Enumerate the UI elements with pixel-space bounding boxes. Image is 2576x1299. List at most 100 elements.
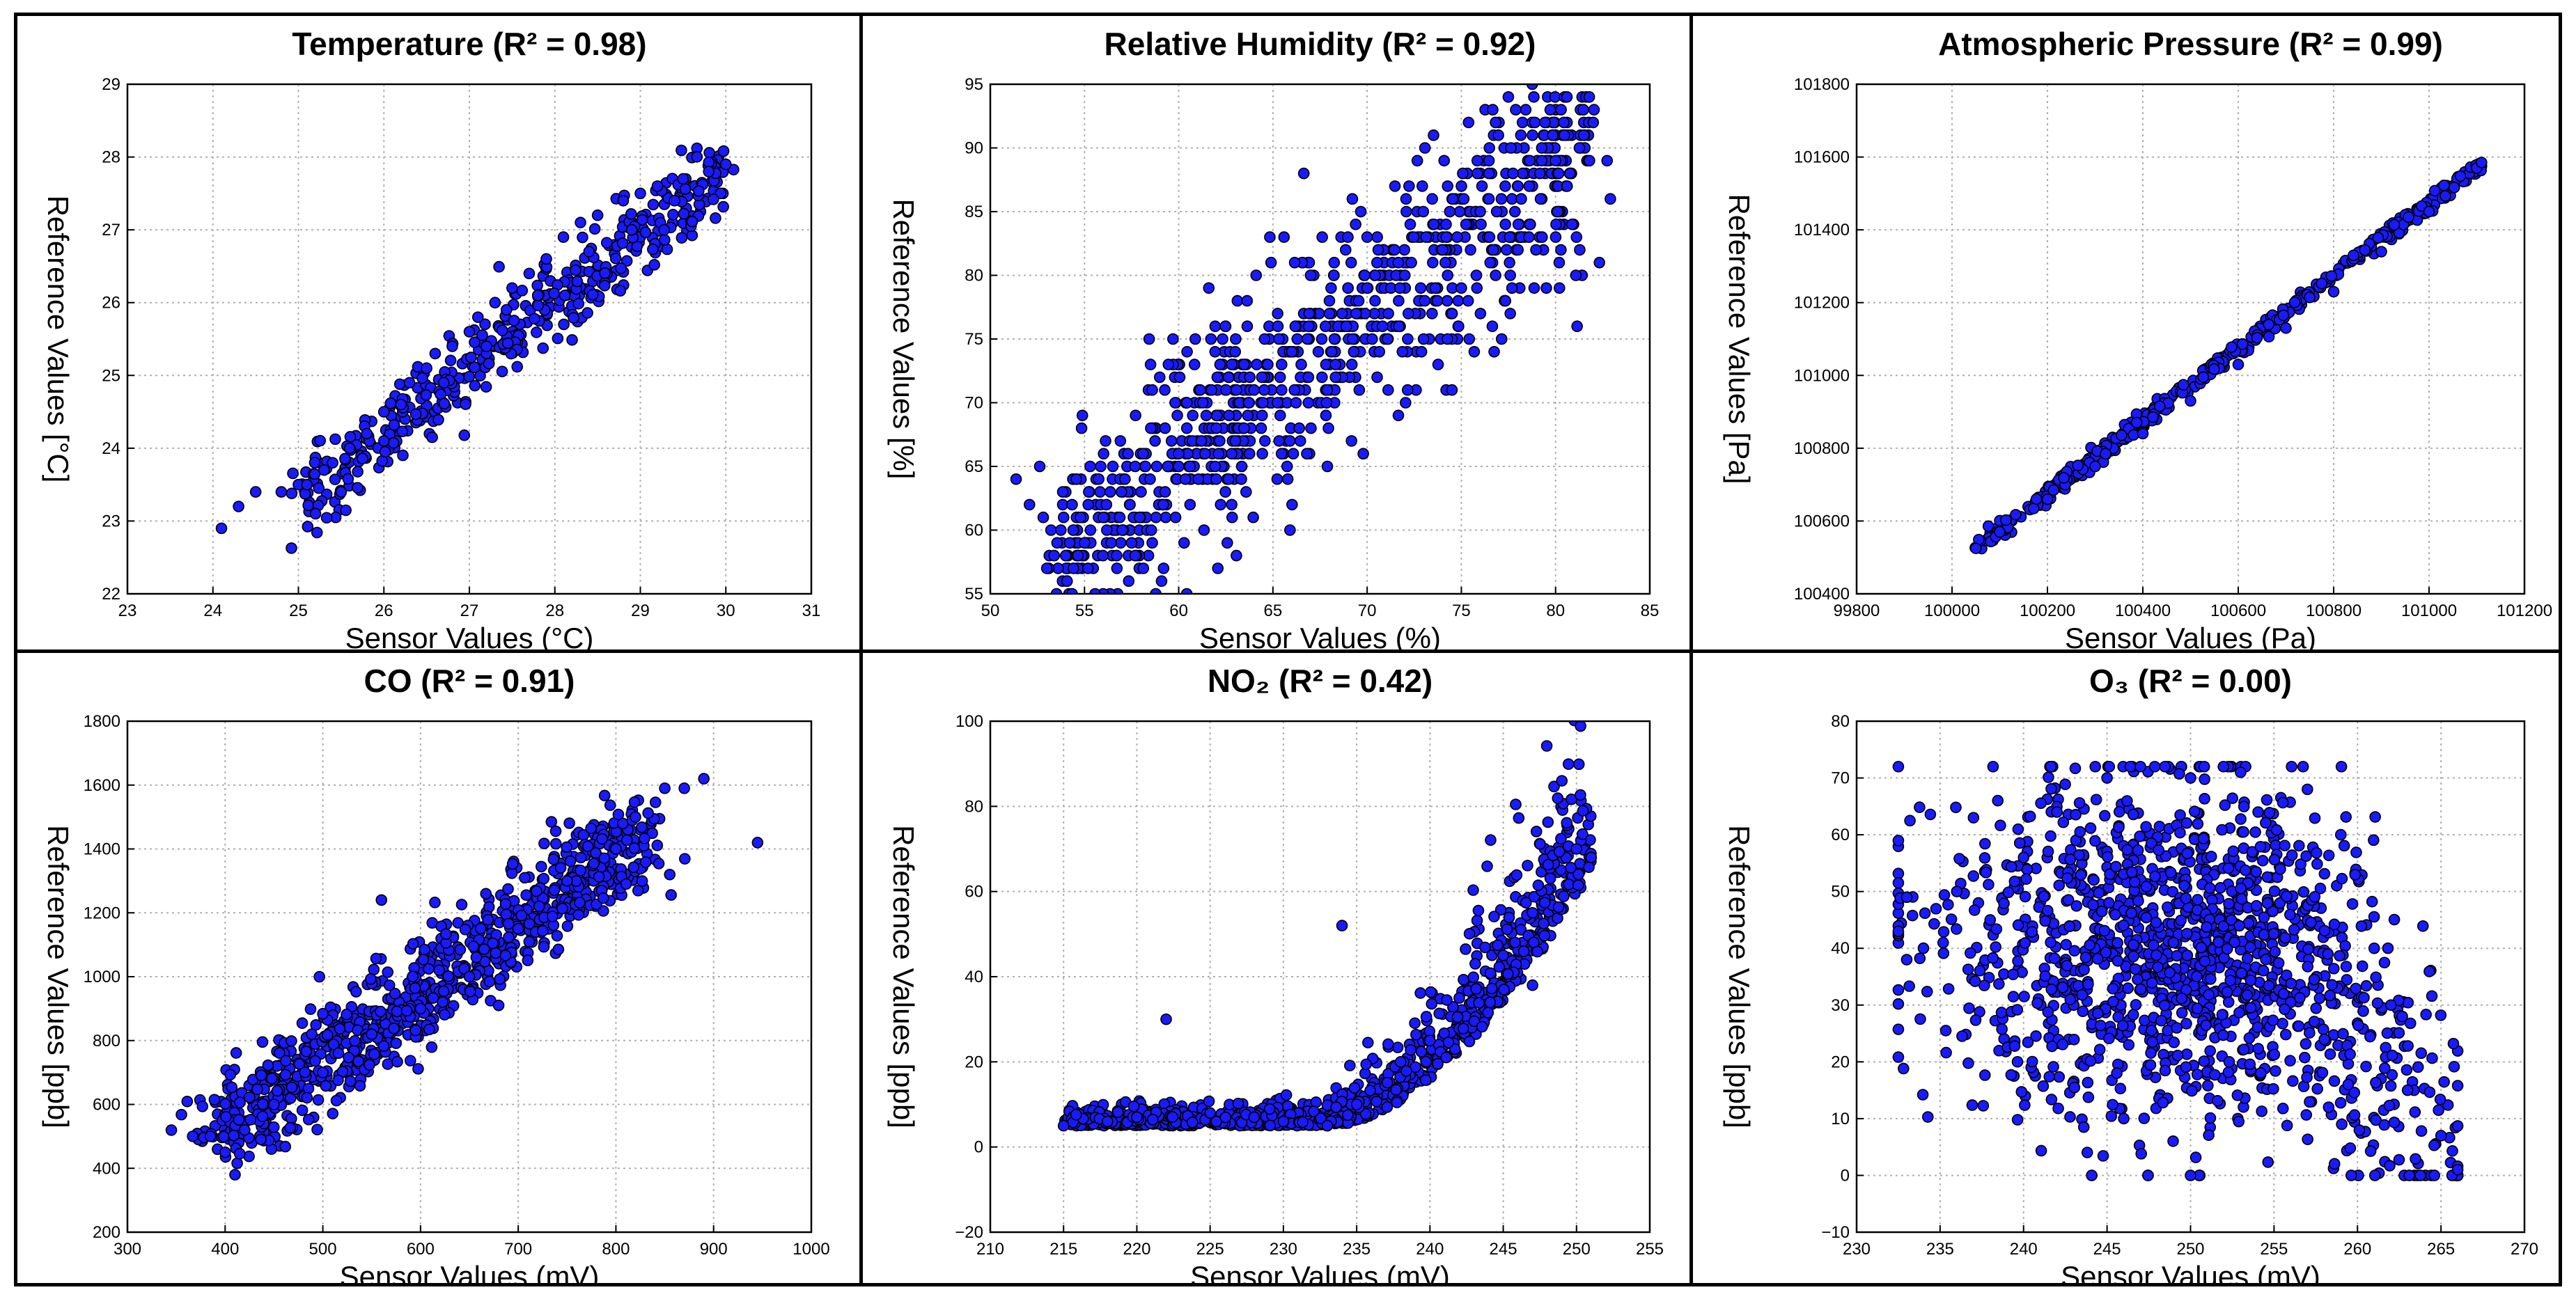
scatter-point (1515, 129, 1527, 141)
scatter-point (1381, 1076, 1394, 1089)
scatter-point (1414, 987, 1426, 999)
x-tick-label: 24 (203, 601, 222, 620)
chart-svg: NO₂ (R² = 0.42)210 215 220 225 230 235 240 245 2… (887, 663, 1664, 1283)
y-tick-label: 55 (965, 585, 983, 604)
scatter-points (165, 773, 764, 1181)
scatter-point (1553, 846, 1566, 858)
scatter-point (2197, 833, 2210, 844)
scatter-point (1231, 294, 1244, 307)
scatter-point (1562, 758, 1575, 770)
scatter-point (396, 425, 409, 438)
scatter-point (1914, 801, 1926, 813)
scatter-point (1276, 359, 1288, 370)
scatter-point (2417, 920, 2429, 932)
scatter-point (2082, 1091, 2095, 1103)
scatter-point (2012, 955, 2024, 967)
scatter-point (1056, 486, 1069, 498)
scatter-point (1272, 308, 1283, 320)
scatter-point (751, 837, 764, 849)
scatter-point (1471, 282, 1483, 294)
scatter-point (1534, 838, 1546, 850)
scatter-point (1951, 923, 1962, 935)
scatter-point (703, 166, 715, 178)
scatter-point (1548, 780, 1560, 793)
scatter-point (1517, 167, 1529, 180)
x-tick-label: 245 (1490, 1240, 1517, 1259)
scatter-point (329, 433, 341, 446)
y-tick-label: 24 (102, 439, 120, 458)
scatter-point (665, 889, 677, 901)
scatter-point (1350, 308, 1362, 320)
scatter-point (2045, 830, 2056, 842)
scatter-point (1229, 435, 1242, 447)
y-tick-label: 23 (102, 512, 120, 530)
scatter-point (470, 951, 483, 963)
scatter-point (1531, 945, 1543, 958)
scatter-point (1561, 817, 1573, 829)
scatter-point (1524, 155, 1536, 167)
scatter-point (1490, 205, 1503, 218)
scatter-point (1536, 231, 1548, 243)
scatter-point (1068, 562, 1079, 574)
scatter-point (639, 226, 652, 239)
scatter-point (2249, 826, 2261, 838)
y-tick-label: 25 (102, 366, 120, 385)
scatter-point (698, 773, 710, 785)
x-tick-label: 30 (717, 601, 735, 620)
scatter-point (600, 237, 613, 249)
scatter-point (1484, 996, 1497, 1009)
scatter-point (1502, 968, 1514, 980)
scatter-point (1346, 333, 1359, 345)
scatter-point (1978, 1069, 1991, 1081)
scatter-point (1484, 256, 1497, 269)
x-tick-label: 235 (1926, 1240, 1954, 1259)
scatter-point (416, 372, 428, 384)
chart-svg: Temperature (R² = 0.98)23 24 25 26 27 28 29 30 3… (42, 26, 820, 650)
scatter-point (651, 840, 664, 851)
scatter-point (1995, 1007, 2008, 1018)
scatter-point (1146, 384, 1158, 396)
y-tick-label: 75 (965, 330, 983, 349)
scatter-point (340, 504, 352, 517)
scatter-point (679, 853, 691, 865)
scatter-point (1316, 231, 1328, 243)
scatter-point (2277, 309, 2290, 322)
scatter-point (1119, 473, 1131, 485)
x-tick-label: 270 (2511, 1240, 2538, 1259)
scatter-point (1048, 549, 1061, 562)
scatter-point (2412, 1061, 2424, 1073)
scatter-point (1097, 549, 1109, 562)
scatter-point (1601, 155, 1614, 167)
scatter-point (1433, 1007, 1446, 1020)
scatter-point (676, 144, 687, 157)
scatter-point (1476, 180, 1488, 192)
scatter-point (1336, 920, 1348, 931)
scatter-point (287, 467, 299, 480)
scatter-point (1564, 167, 1576, 180)
scatter-point (625, 207, 637, 220)
scatter-point (1320, 397, 1333, 409)
scatter-point (1107, 460, 1119, 473)
scatter-point (1400, 397, 1412, 409)
scatter-point (1928, 918, 1940, 930)
scatter-point (244, 1114, 256, 1126)
scatter-point (382, 966, 394, 978)
pressure-panel: Atmospheric Pressure (R² = 0.99) 99800 100… (1693, 16, 2559, 650)
scatter-point (1414, 282, 1427, 294)
y-tick-label: 10 (1831, 1110, 1850, 1128)
scatter-point (532, 299, 544, 312)
scatter-point (717, 145, 730, 157)
scatter-point (1265, 256, 1277, 269)
scatter-point (1257, 397, 1269, 409)
scatter-point (463, 370, 476, 383)
scatter-point (382, 1058, 394, 1070)
scatter-point (1287, 448, 1299, 460)
scatter-point (2140, 821, 2152, 833)
scatter-point (407, 938, 419, 950)
scatter-point (1321, 460, 1334, 473)
scatter-point (1462, 294, 1474, 307)
scatter-point (1465, 244, 1476, 256)
scatter-point (1305, 422, 1317, 434)
scatter-point (2064, 1111, 2076, 1123)
scatter-point (1040, 562, 1053, 574)
